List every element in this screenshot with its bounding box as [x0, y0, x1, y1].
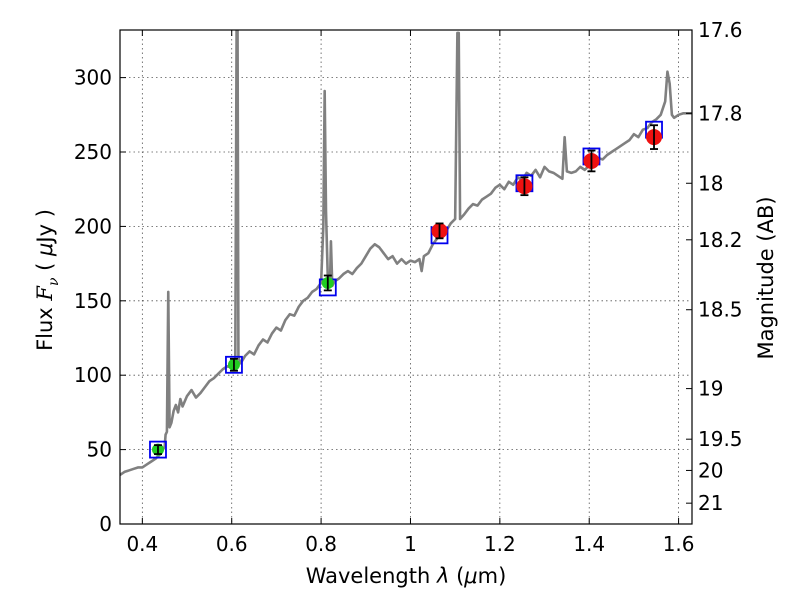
- y2-tick-label: 19: [698, 377, 723, 401]
- x-tick-label: 1.4: [573, 532, 605, 556]
- ticks-layer: 0.4 0.6 0.8 1 1.2 1.4 1.6 0 50 100 150 200 250 300 17.…: [74, 18, 743, 556]
- y2-tick-label: 18: [698, 171, 723, 195]
- model-band-box: [225, 355, 243, 374]
- y-tick-label: 200: [74, 214, 112, 238]
- y2-tick-label: 17.6: [698, 18, 743, 42]
- y2-tick-label: 20: [698, 458, 723, 482]
- model-band-box: [149, 440, 167, 459]
- y2-tick-label: 21: [698, 491, 723, 515]
- y-tick-label: 250: [74, 140, 112, 164]
- x-tick-label: 1: [404, 532, 417, 556]
- model-spectrum-line: [120, 30, 692, 476]
- y-tick-label: 150: [74, 289, 112, 313]
- x-tick-label: 1.6: [663, 532, 695, 556]
- axes-layer: [119, 29, 693, 525]
- y-tick-label: 100: [74, 363, 112, 387]
- y2-tick-label: 18.5: [698, 298, 743, 322]
- photometry-layer: [149, 120, 663, 459]
- x-tick-label: 1.2: [484, 532, 516, 556]
- y2-tick-label: 18.2: [698, 228, 743, 252]
- grid-layer: [120, 30, 692, 525]
- x-tick-label: 0.6: [216, 532, 248, 556]
- plot-frame: [119, 29, 693, 525]
- y2-axis-label: Magnitude (AB): [754, 196, 778, 359]
- y-axis-label: Flux Fν ( μJy ): [33, 209, 62, 351]
- model-spectrum-layer: [120, 30, 692, 476]
- y-tick-label: 300: [74, 66, 112, 90]
- x-tick-label: 0.4: [126, 532, 158, 556]
- y-tick-label: 50: [87, 438, 112, 462]
- y2-tick-label: 19.5: [698, 427, 743, 451]
- x-tick-label: 0.8: [305, 532, 337, 556]
- y2-tick-label: 17.8: [698, 101, 743, 125]
- y-tick-label: 0: [99, 512, 112, 536]
- x-axis-label: Wavelength λ (μm): [306, 564, 507, 588]
